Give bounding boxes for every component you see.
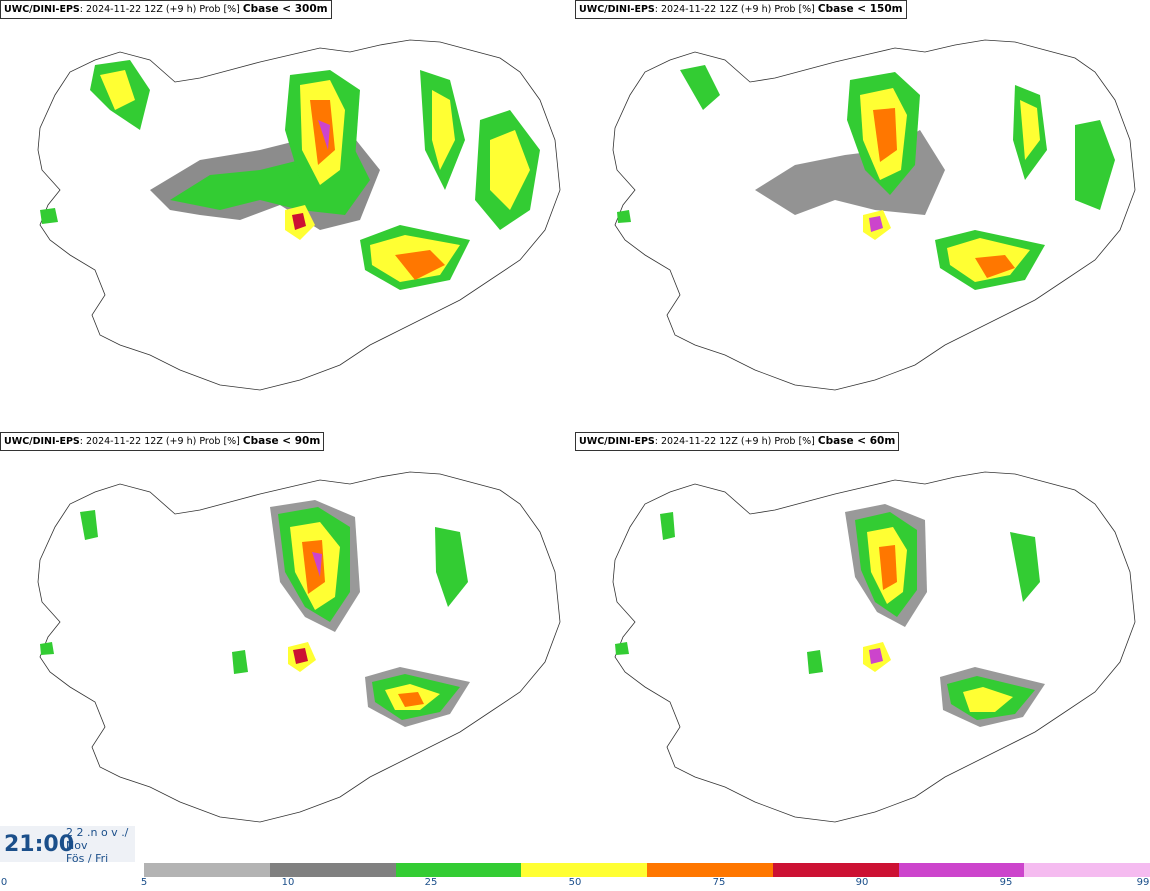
colorbar-segment [269, 863, 396, 877]
date-line-3: Fös / Fri [66, 852, 109, 865]
iceland-map [37, 39, 561, 391]
prob-blobs [40, 500, 470, 727]
panel-title: UWC/DINI-EPS: 2024-11-22 12Z (+9 h) Prob… [575, 0, 907, 19]
map-panel-3: UWC/DINI-EPS: 2024-11-22 12Z (+9 h) Prob… [0, 432, 575, 864]
valid-date: 2 2 .n o v ./ Nov Fös / Fri [66, 826, 128, 865]
colorbar-segment [898, 863, 1025, 877]
colorbar-segment [772, 863, 899, 877]
colorbar [144, 863, 1150, 877]
colorbar-segment [144, 863, 270, 877]
colorbar-tick-label: 0 [0, 877, 8, 888]
prob-blobs [617, 65, 1115, 290]
prob-blobs [40, 60, 540, 290]
date-line-2: Nov [66, 839, 88, 852]
panel-title: UWC/DINI-EPS: 2024-11-22 12Z (+9 h) Prob… [0, 0, 332, 19]
iceland-map [37, 471, 561, 823]
colorbar-tick-label: 99 [1136, 877, 1150, 888]
map-panel-4: UWC/DINI-EPS: 2024-11-22 12Z (+9 h) Prob… [575, 432, 1150, 864]
colorbar-tick-label: 75 [712, 877, 726, 888]
valid-time-box: 21:00 2 2 .n o v ./ Nov Fös / Fri [0, 826, 135, 865]
date-line-1: 2 2 .n o v ./ [66, 826, 129, 839]
colorbar-tick-label: 95 [999, 877, 1013, 888]
colorbar-tick-label: 5 [140, 877, 148, 888]
iceland-map [612, 471, 1136, 823]
panel-title: UWC/DINI-EPS: 2024-11-22 12Z (+9 h) Prob… [575, 432, 900, 451]
colorbar-segment [647, 863, 773, 877]
colorbar-tick-label: 10 [281, 877, 295, 888]
panel-title: UWC/DINI-EPS: 2024-11-22 12Z (+9 h) Prob… [0, 432, 325, 451]
colorbar-tick-label: 25 [424, 877, 438, 888]
map-panel-2: UWC/DINI-EPS: 2024-11-22 12Z (+9 h) Prob… [575, 0, 1150, 432]
colorbar-tick-label: 50 [568, 877, 582, 888]
colorbar-tick-label: 90 [855, 877, 869, 888]
prob-blobs [615, 504, 1045, 727]
colorbar-segment [1024, 863, 1150, 877]
colorbar-segment [395, 863, 522, 877]
iceland-map [612, 39, 1136, 391]
valid-time: 21:00 [4, 832, 75, 857]
map-panel-1: UWC/DINI-EPS: 2024-11-22 12Z (+9 h) Prob… [0, 0, 575, 432]
colorbar-segment [521, 863, 647, 877]
